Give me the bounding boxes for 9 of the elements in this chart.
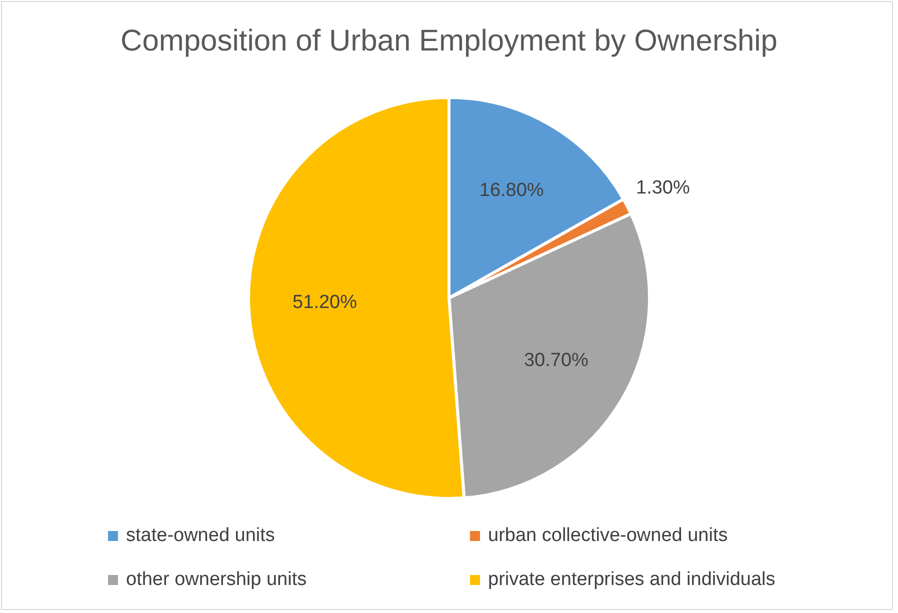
data-label: 1.30% [636, 177, 690, 198]
legend-label: private enterprises and individuals [488, 569, 776, 591]
data-label: 30.70% [524, 350, 589, 372]
data-label: 16.80% [479, 180, 544, 201]
chart-title: Composition of Urban Employment by Ownership [120, 24, 778, 58]
data-label: 51.20% [292, 292, 358, 313]
legend-label: state-owned units [126, 525, 275, 547]
legend-label: urban collective-owned units [488, 525, 728, 547]
legend-label: other ownership units [126, 569, 307, 591]
